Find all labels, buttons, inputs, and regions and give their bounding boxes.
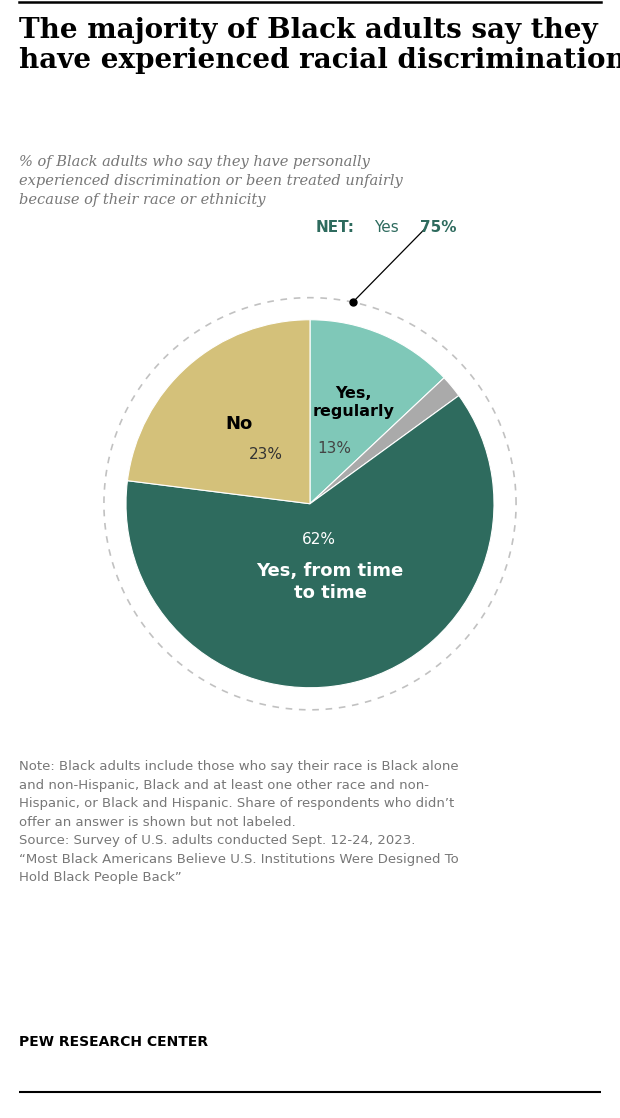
- Text: The majority of Black adults say they
have experienced racial discrimination: The majority of Black adults say they ha…: [19, 17, 620, 75]
- Wedge shape: [126, 396, 494, 688]
- Text: PEW RESEARCH CENTER: PEW RESEARCH CENTER: [19, 1035, 208, 1050]
- Wedge shape: [310, 320, 444, 504]
- Text: No: No: [226, 415, 253, 433]
- Text: Yes, from time
to time: Yes, from time to time: [257, 562, 404, 603]
- Text: 23%: 23%: [249, 446, 283, 462]
- Text: Note: Black adults include those who say their race is Black alone
and non-Hispa: Note: Black adults include those who say…: [19, 760, 458, 884]
- Text: 75%: 75%: [420, 220, 457, 235]
- Text: % of Black adults who say they have personally
experienced discrimination or bee: % of Black adults who say they have pers…: [19, 155, 402, 207]
- Text: NET:: NET:: [316, 220, 355, 235]
- Text: 13%: 13%: [317, 440, 351, 455]
- Text: Yes,
regularly: Yes, regularly: [313, 386, 395, 419]
- Wedge shape: [310, 378, 459, 504]
- Wedge shape: [128, 320, 310, 504]
- Text: 62%: 62%: [302, 532, 336, 547]
- Text: Yes: Yes: [374, 220, 399, 235]
